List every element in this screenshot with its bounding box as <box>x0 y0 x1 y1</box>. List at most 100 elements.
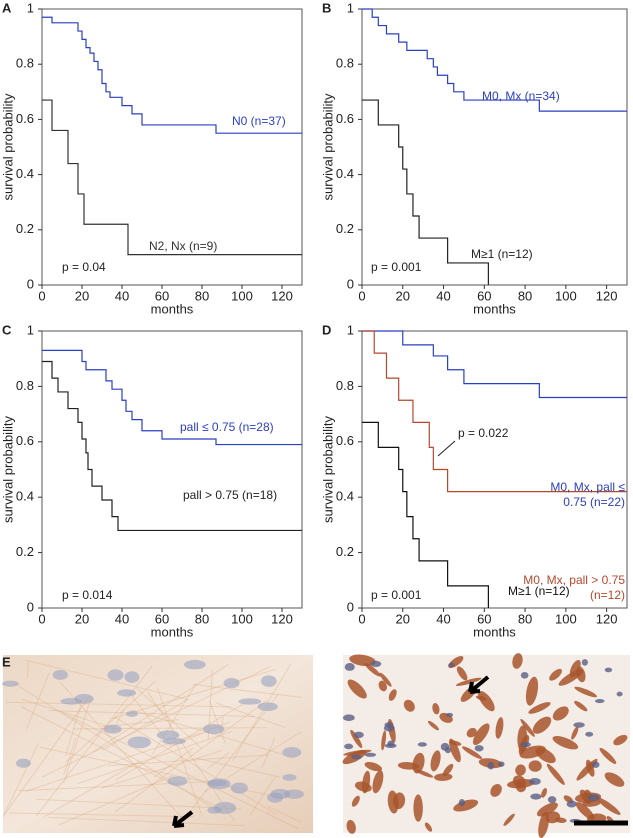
nucleus <box>581 659 588 666</box>
fiber <box>154 747 194 778</box>
cell <box>503 813 515 826</box>
nucleus <box>342 714 355 722</box>
fiber <box>261 737 276 769</box>
fiber <box>9 812 195 818</box>
cell <box>528 702 551 714</box>
cell <box>536 802 558 817</box>
y-tick-label: 0.6 <box>16 433 34 448</box>
nucleus <box>282 774 297 781</box>
y-tick-label: 0.6 <box>336 111 354 126</box>
x-tick-label: 20 <box>396 288 410 303</box>
cell <box>351 795 360 807</box>
survival-curve <box>42 349 302 446</box>
y-tick-label: 0.6 <box>336 433 354 448</box>
cell <box>449 738 461 763</box>
cell <box>415 769 434 778</box>
nucleus <box>52 669 68 680</box>
fiber <box>114 716 277 815</box>
survival-curve <box>42 16 302 134</box>
fiber <box>65 697 84 757</box>
fiber <box>215 702 286 728</box>
x-tick-label: 0 <box>38 288 45 303</box>
cell <box>403 699 415 712</box>
y-tick-label: 0.8 <box>16 56 34 71</box>
survival-curve <box>362 330 627 399</box>
cell <box>453 799 479 812</box>
fiber <box>6 701 232 708</box>
x-tick-label: 60 <box>477 611 491 626</box>
cell <box>528 760 542 772</box>
x-tick-label: 120 <box>596 288 618 303</box>
survival-curve <box>362 421 489 608</box>
cell <box>512 775 526 788</box>
fiber <box>3 742 39 816</box>
fiber <box>21 698 123 732</box>
nucleus <box>124 671 140 683</box>
nucleus <box>417 742 427 747</box>
fiber <box>92 664 229 753</box>
nucleus <box>616 691 623 697</box>
nucleus <box>448 662 455 668</box>
y-tick-label: 0.2 <box>336 221 354 236</box>
plot-frame <box>361 330 628 609</box>
fiber <box>63 737 77 775</box>
nucleus <box>474 745 484 752</box>
nucleus <box>458 798 466 807</box>
y-tick-label: 0.6 <box>16 111 34 126</box>
panel-label: B <box>322 0 331 15</box>
y-tick-label: 0.8 <box>16 378 34 393</box>
nucleus <box>207 806 222 814</box>
fiber <box>192 693 279 809</box>
cell <box>574 686 598 698</box>
cell <box>599 747 617 764</box>
fiber <box>48 816 246 827</box>
cell <box>430 750 441 772</box>
cell <box>520 719 535 737</box>
fiber <box>48 710 255 717</box>
nucleus <box>383 724 395 732</box>
y-tick-label: 0.4 <box>336 166 354 181</box>
cell <box>427 720 439 731</box>
fiber <box>108 754 270 767</box>
nucleus <box>520 741 531 748</box>
survival-curve <box>362 330 627 493</box>
x-tick-label: 120 <box>271 288 293 303</box>
panel-label: C <box>2 322 12 337</box>
cell <box>478 690 495 712</box>
nucleus <box>594 698 605 704</box>
y-tick-label: 1 <box>347 0 354 15</box>
connector <box>437 440 456 457</box>
nucleus <box>344 663 355 671</box>
nucleus <box>223 677 240 689</box>
fiber <box>62 712 299 830</box>
series-label: M≥1 (n=12) <box>471 247 533 261</box>
x-tick-label: 60 <box>477 288 491 303</box>
x-tick-label: 120 <box>271 611 293 626</box>
x-tick-label: 80 <box>195 611 209 626</box>
y-tick-label: 0 <box>27 276 34 291</box>
fiber <box>147 691 235 822</box>
plot-frame <box>361 8 628 286</box>
fiber <box>77 730 233 785</box>
nucleus <box>117 689 137 697</box>
nucleus <box>207 779 227 787</box>
y-tick-label: 0.4 <box>16 489 34 504</box>
plot-frame <box>41 330 303 609</box>
cell <box>613 734 628 746</box>
y-axis-label: survival probability <box>0 93 15 200</box>
survival-curve <box>42 99 302 256</box>
y-tick-label: 0.8 <box>336 378 354 393</box>
fiber <box>151 682 197 756</box>
cell <box>515 764 526 776</box>
y-tick-label: 0 <box>347 599 354 614</box>
fiber <box>63 699 91 784</box>
y-tick-label: 0.8 <box>336 56 354 71</box>
cell <box>569 660 581 678</box>
fiber <box>267 805 302 823</box>
fiber <box>231 664 292 763</box>
cell <box>552 736 579 750</box>
nucleus <box>282 747 302 758</box>
cell <box>393 792 406 810</box>
